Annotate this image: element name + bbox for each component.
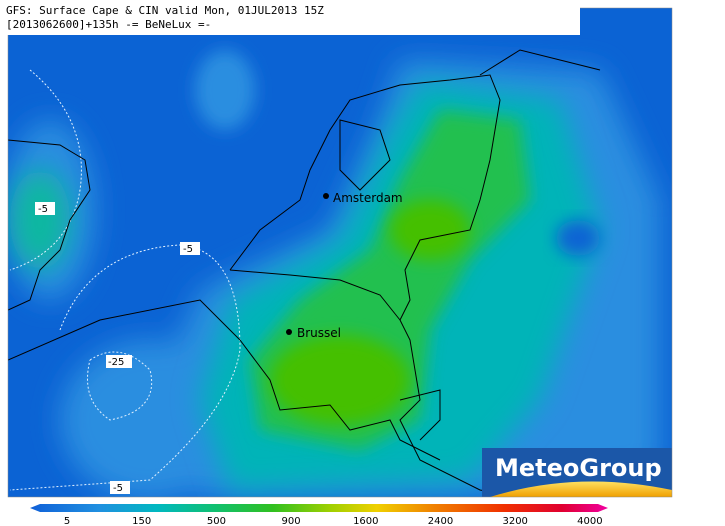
legend-label: 3200: [502, 516, 527, 526]
legend-label: 900: [282, 516, 301, 526]
legend-label: 150: [132, 516, 151, 526]
city-dot: [286, 329, 292, 335]
logo-text: MeteoGroup: [495, 454, 662, 482]
legend: 5 150 500 900 1600 2400 3200 4000: [64, 516, 603, 526]
subtitle: [2013062600]+135h -= BeNeLux =-: [6, 18, 211, 31]
colorbar: [30, 504, 608, 512]
legend-label: 4000: [577, 516, 602, 526]
title: GFS: Surface Cape & CIN valid Mon, 01JUL…: [6, 4, 324, 17]
legend-label: 5: [64, 516, 70, 526]
map: Amsterdam Brussel -5 -5 -25 -5 MeteoGrou…: [8, 8, 672, 497]
logo: MeteoGroup: [482, 448, 672, 497]
city-dot: [323, 193, 329, 199]
city-label: Brussel: [297, 326, 341, 340]
legend-label: 2400: [428, 516, 453, 526]
legend-label: 500: [207, 516, 226, 526]
city-label: Amsterdam: [333, 191, 403, 205]
legend-label: 1600: [353, 516, 378, 526]
contour-label: -5: [38, 204, 48, 215]
contour-label: -5: [183, 244, 193, 255]
contour-label: -25: [108, 357, 124, 368]
header-box: [0, 0, 580, 35]
contour-labels: -5 -5 -25 -5: [35, 202, 200, 494]
contour-label: -5: [113, 483, 123, 494]
